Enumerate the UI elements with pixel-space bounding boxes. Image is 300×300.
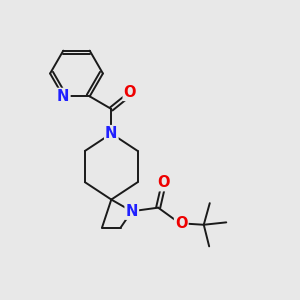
Text: O: O (124, 85, 136, 100)
Text: N: N (105, 126, 118, 141)
Text: O: O (175, 216, 188, 231)
Text: N: N (126, 204, 138, 219)
Text: O: O (157, 175, 170, 190)
Text: N: N (57, 89, 70, 104)
